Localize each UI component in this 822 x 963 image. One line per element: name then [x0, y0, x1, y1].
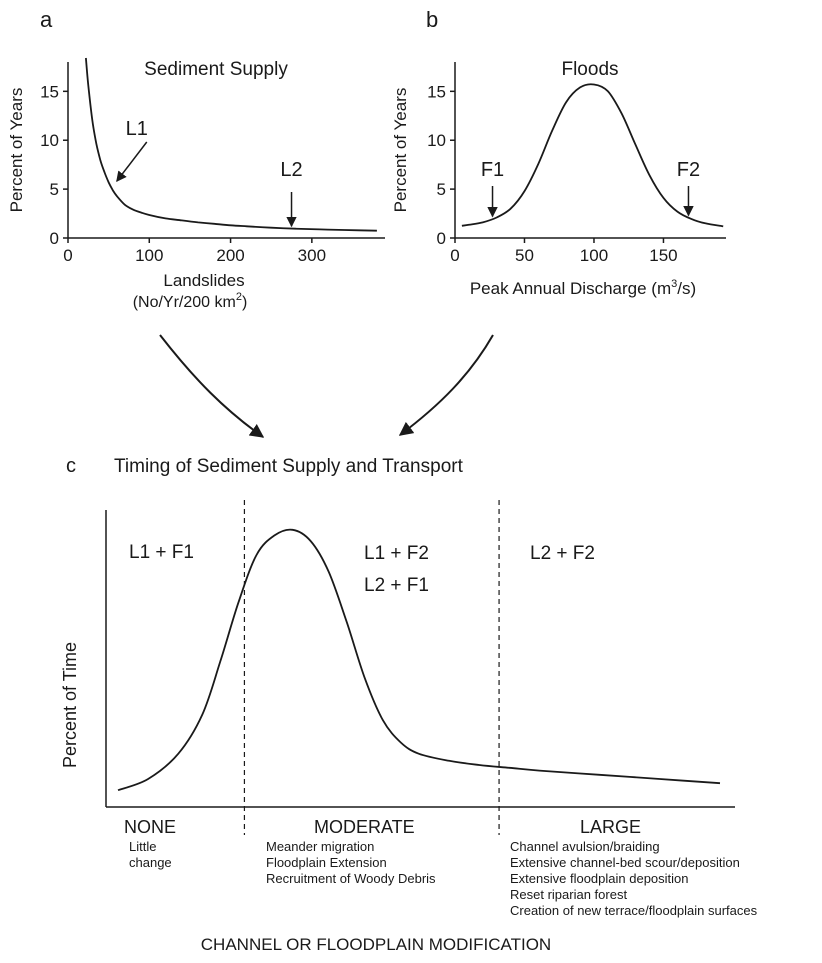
- arrow-a-to-c: [159, 334, 265, 438]
- panel-a-title: Sediment Supply: [144, 59, 288, 80]
- x-tick-label: 100: [135, 246, 163, 265]
- panel-b-title: Floods: [561, 59, 618, 80]
- panel-a-y-ticks: 0 5 10 15: [40, 82, 68, 248]
- panel-c-dividers: [243, 500, 500, 835]
- panel-a-annotations: L1 L2: [116, 118, 303, 228]
- y-tick-label: 5: [437, 180, 446, 199]
- x-tick-label: 0: [450, 246, 459, 265]
- annotation-label: L2: [280, 159, 302, 181]
- annotation-label: F1: [481, 159, 504, 181]
- panel-b-curve: [461, 83, 724, 228]
- panel-a-axes: [67, 62, 385, 239]
- panel-c-title: Timing of Sediment Supply and Transport: [114, 456, 464, 477]
- y-tick-label: 15: [40, 82, 59, 101]
- panel-b-axes: [454, 62, 726, 239]
- panel-b-x-ticks: 0 50 100 150: [450, 238, 678, 265]
- x-tick-label: 200: [216, 246, 244, 265]
- x-tick-label: 150: [649, 246, 677, 265]
- category-detail: Little: [129, 839, 156, 854]
- panel-c-curve: [117, 528, 721, 792]
- panel-c-axes: [105, 510, 735, 808]
- panel-a-x-label: Landslides: [163, 271, 244, 290]
- region-label-line: L1 + F1: [129, 542, 194, 563]
- category-detail: Recruitment of Woody Debris: [266, 871, 436, 886]
- panel-c-y-label: Percent of Time: [60, 642, 80, 768]
- y-tick-label: 15: [427, 82, 446, 101]
- x-tick-label: 100: [580, 246, 608, 265]
- x-tick-label: 300: [298, 246, 326, 265]
- panel-c: c Timing of Sediment Supply and Transpor…: [60, 455, 758, 954]
- category-detail: Extensive channel-bed scour/deposition: [510, 855, 740, 870]
- category-detail: Reset riparian forest: [510, 887, 627, 902]
- annotation-arrow: [116, 141, 148, 183]
- arrow-b-to-c: [398, 334, 494, 436]
- category-detail: Channel avulsion/braiding: [510, 839, 660, 854]
- panel-b-annotations: F1 F2: [481, 159, 700, 218]
- y-tick-label: 10: [427, 131, 446, 150]
- panel-b-letter: b: [426, 7, 438, 32]
- panel-a-x-unit-sup: 2: [236, 291, 242, 303]
- panel-b-x-label-base: Peak Annual Discharge (m: [470, 279, 671, 298]
- panel-b-x-label-end: /s): [677, 279, 696, 298]
- annotation-label: L1: [126, 118, 148, 140]
- panel-b: b Floods 0 5 10 15 0 50 100 150 F1 F2 Percent o…: [391, 7, 726, 298]
- panel-b-y-label: Percent of Years: [391, 88, 410, 213]
- category-none: NONE Little change: [124, 817, 176, 870]
- region-label-1: L1 + F1: [129, 542, 194, 563]
- y-tick-label: 5: [50, 180, 59, 199]
- panel-a-curve: [85, 57, 377, 232]
- annotation-label: F2: [677, 159, 700, 181]
- category-large: LARGE Channel avulsion/braiding Extensiv…: [510, 817, 758, 918]
- region-label-line: L2 + F1: [364, 575, 429, 596]
- panel-c-x-label: CHANNEL OR FLOODPLAIN MODIFICATION: [201, 935, 551, 954]
- panel-c-letter: c: [66, 455, 76, 477]
- panel-b-x-label: Peak Annual Discharge (m3/s): [470, 278, 696, 298]
- region-label-3: L2 + F2: [530, 543, 595, 564]
- panel-b-y-ticks: 0 5 10 15: [427, 82, 455, 248]
- region-label-line: L2 + F2: [530, 543, 595, 564]
- panel-b-x-label-sup: 3: [671, 278, 677, 290]
- x-tick-label: 50: [515, 246, 534, 265]
- y-tick-label: 0: [437, 229, 446, 248]
- panel-a-x-label-units: (No/Yr/200 km2): [133, 291, 248, 311]
- category-detail: Floodplain Extension: [266, 855, 387, 870]
- region-label-line: L1 + F2: [364, 543, 429, 564]
- category-detail: Meander migration: [266, 839, 374, 854]
- category-name: LARGE: [580, 817, 641, 837]
- category-detail: Creation of new terrace/floodplain surfa…: [510, 903, 758, 918]
- x-tick-label: 0: [63, 246, 72, 265]
- category-name: NONE: [124, 817, 176, 837]
- region-label-2: L1 + F2 L2 + F1: [364, 543, 429, 596]
- panel-a-x-ticks: 0 100 200 300: [63, 238, 326, 265]
- panel-a-x-unit-end: ): [242, 294, 247, 311]
- panel-a-letter: a: [40, 7, 53, 32]
- category-name: MODERATE: [314, 817, 415, 837]
- y-tick-label: 10: [40, 131, 59, 150]
- category-detail: Extensive floodplain deposition: [510, 871, 689, 886]
- panel-a-x-unit-base: (No/Yr/200 km: [133, 294, 236, 311]
- y-tick-label: 0: [50, 229, 59, 248]
- category-detail: change: [129, 855, 172, 870]
- panel-a: a Sediment Supply 0 5 10 15 0 100 200 300 L1 L2…: [7, 7, 385, 311]
- panel-a-y-label: Percent of Years: [7, 88, 26, 213]
- category-moderate: MODERATE Meander migration Floodplain Ex…: [266, 817, 436, 886]
